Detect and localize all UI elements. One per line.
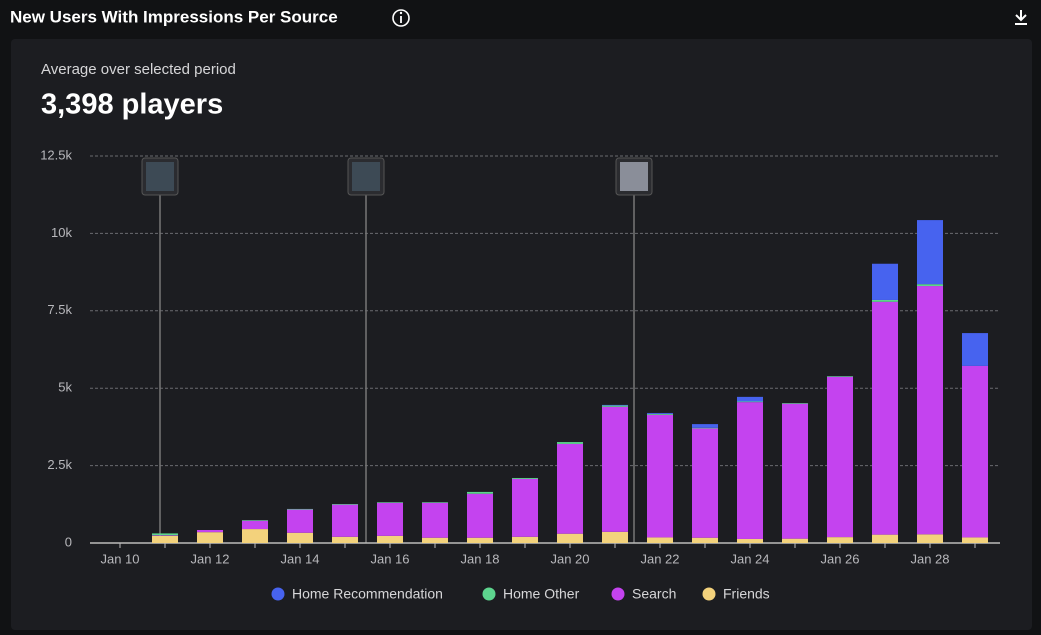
bar-segment xyxy=(782,403,808,539)
bar-segment xyxy=(602,531,628,543)
legend-label: Friends xyxy=(723,586,770,602)
bar-segment xyxy=(242,529,268,543)
bar-segment xyxy=(827,376,853,538)
bar-segment xyxy=(152,533,178,536)
bar-segment xyxy=(917,286,943,535)
bar-segment xyxy=(557,442,583,444)
x-tick-label: Jan 16 xyxy=(370,551,409,566)
bar-segment xyxy=(152,535,178,536)
legend-label: Search xyxy=(632,586,676,602)
bar-segment xyxy=(242,520,268,530)
x-tick-label: Jan 18 xyxy=(460,551,499,566)
annotations xyxy=(141,157,653,543)
legend-label: Home Other xyxy=(503,586,580,602)
bar-segment xyxy=(512,536,538,543)
bar-segment xyxy=(377,535,403,543)
bar-segment xyxy=(422,502,448,503)
bar-segment xyxy=(467,493,493,538)
x-tick-label: Jan 10 xyxy=(100,551,139,566)
y-tick-label: 2.5k xyxy=(47,457,72,472)
summary-value: 3,398 players xyxy=(41,89,223,121)
download-icon[interactable] xyxy=(1015,10,1027,25)
y-tick-label: 0 xyxy=(65,534,72,549)
bar-segment xyxy=(287,532,313,543)
info-icon[interactable] xyxy=(392,9,410,27)
y-tick-label: 7.5k xyxy=(47,302,72,317)
x-tick-label: Jan 26 xyxy=(820,551,859,566)
bar-segment xyxy=(872,534,898,543)
bar-segment xyxy=(917,220,943,285)
bar-segment xyxy=(692,428,718,538)
x-tick-label: Jan 28 xyxy=(910,551,949,566)
legend-label: Home Recommendation xyxy=(292,586,443,602)
bar-segment xyxy=(782,403,808,404)
x-tick-label: Jan 24 xyxy=(730,551,769,566)
bar-segment xyxy=(737,396,763,402)
bar-segment xyxy=(287,508,313,510)
x-tick-label: Jan 20 xyxy=(550,551,589,566)
bar-segment xyxy=(152,535,178,543)
bar-segment xyxy=(467,491,493,494)
legend-marker xyxy=(611,587,625,601)
x-tick-label: Jan 22 xyxy=(640,551,679,566)
bar-segment xyxy=(872,263,898,300)
bar-segment xyxy=(242,520,268,521)
bar-segment xyxy=(197,532,223,543)
bar-segment xyxy=(647,537,673,543)
bar-segment xyxy=(332,503,358,505)
bar-segment xyxy=(962,365,988,538)
bar-segment xyxy=(467,537,493,543)
summary-label: Average over selected period xyxy=(41,61,236,78)
bar-segment xyxy=(287,509,313,533)
bar-segment xyxy=(647,412,673,414)
bar-segment xyxy=(557,533,583,543)
bar-segment xyxy=(197,529,223,533)
bar-segment xyxy=(692,537,718,543)
y-tick-label: 10k xyxy=(51,225,72,240)
card xyxy=(11,39,1032,630)
bar-segment xyxy=(602,406,628,532)
bar-segment xyxy=(332,504,358,537)
legend-marker xyxy=(702,587,716,601)
bar-segment xyxy=(512,478,538,537)
y-tick-label: 12.5k xyxy=(40,147,72,162)
bar-segment xyxy=(377,502,403,503)
bar-segment xyxy=(872,299,898,302)
bar-segment xyxy=(737,402,763,539)
x-tick-label: Jan 14 xyxy=(280,551,319,566)
bar-segment xyxy=(917,534,943,543)
bar-segment xyxy=(737,538,763,543)
bar-segment xyxy=(692,427,718,429)
legend-marker xyxy=(271,587,285,601)
bar-segment xyxy=(827,537,853,543)
bar-segment xyxy=(422,537,448,543)
bar-segment xyxy=(332,536,358,543)
bar-segment xyxy=(737,401,763,403)
bar-segment xyxy=(962,537,988,543)
bar-segment xyxy=(782,538,808,543)
bar-segment xyxy=(917,284,943,287)
x-tick-label: Jan 12 xyxy=(190,551,229,566)
bar-segment xyxy=(872,301,898,535)
title: New Users With Impressions Per Source xyxy=(10,7,338,26)
bar-segment xyxy=(827,376,853,377)
bar-segment xyxy=(557,443,583,534)
bar-segment xyxy=(602,404,628,406)
legend-marker xyxy=(482,587,496,601)
bar-segment xyxy=(647,414,673,538)
bar-segment xyxy=(422,502,448,538)
bar-segment xyxy=(962,333,988,366)
bar-segment xyxy=(377,502,403,536)
bar-segment xyxy=(692,424,718,428)
bar-segment xyxy=(647,413,673,415)
y-tick-label: 5k xyxy=(58,380,72,395)
bar-segment xyxy=(512,477,538,479)
bar-segment xyxy=(602,405,628,407)
